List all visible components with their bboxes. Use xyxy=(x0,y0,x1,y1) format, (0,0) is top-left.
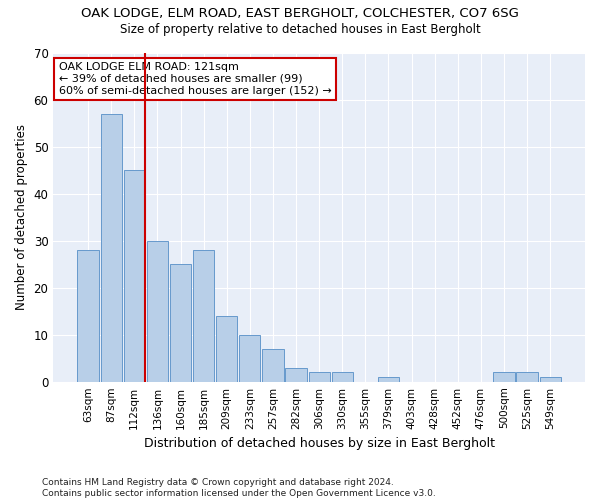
Text: Contains HM Land Registry data © Crown copyright and database right 2024.
Contai: Contains HM Land Registry data © Crown c… xyxy=(42,478,436,498)
Bar xyxy=(216,316,238,382)
Bar xyxy=(170,264,191,382)
Text: OAK LODGE ELM ROAD: 121sqm
← 39% of detached houses are smaller (99)
60% of semi: OAK LODGE ELM ROAD: 121sqm ← 39% of deta… xyxy=(59,62,331,96)
Bar xyxy=(539,377,561,382)
Text: OAK LODGE, ELM ROAD, EAST BERGHOLT, COLCHESTER, CO7 6SG: OAK LODGE, ELM ROAD, EAST BERGHOLT, COLC… xyxy=(81,8,519,20)
Bar xyxy=(193,250,214,382)
Bar xyxy=(147,240,168,382)
X-axis label: Distribution of detached houses by size in East Bergholt: Distribution of detached houses by size … xyxy=(143,437,494,450)
Bar xyxy=(77,250,99,382)
Bar xyxy=(239,334,260,382)
Bar xyxy=(124,170,145,382)
Bar xyxy=(332,372,353,382)
Bar xyxy=(286,368,307,382)
Bar xyxy=(101,114,122,382)
Bar xyxy=(517,372,538,382)
Bar xyxy=(378,377,399,382)
Bar xyxy=(493,372,515,382)
Y-axis label: Number of detached properties: Number of detached properties xyxy=(15,124,28,310)
Bar xyxy=(308,372,330,382)
Bar xyxy=(262,349,284,382)
Text: Size of property relative to detached houses in East Bergholt: Size of property relative to detached ho… xyxy=(119,22,481,36)
